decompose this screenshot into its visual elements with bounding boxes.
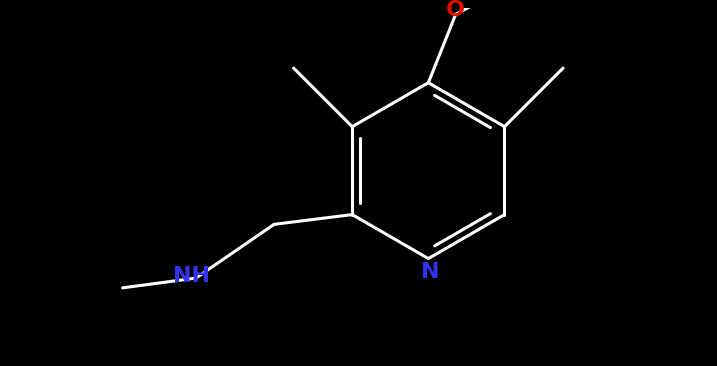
Text: O: O	[446, 0, 465, 20]
Text: NH: NH	[173, 266, 209, 286]
Text: N: N	[421, 262, 440, 282]
